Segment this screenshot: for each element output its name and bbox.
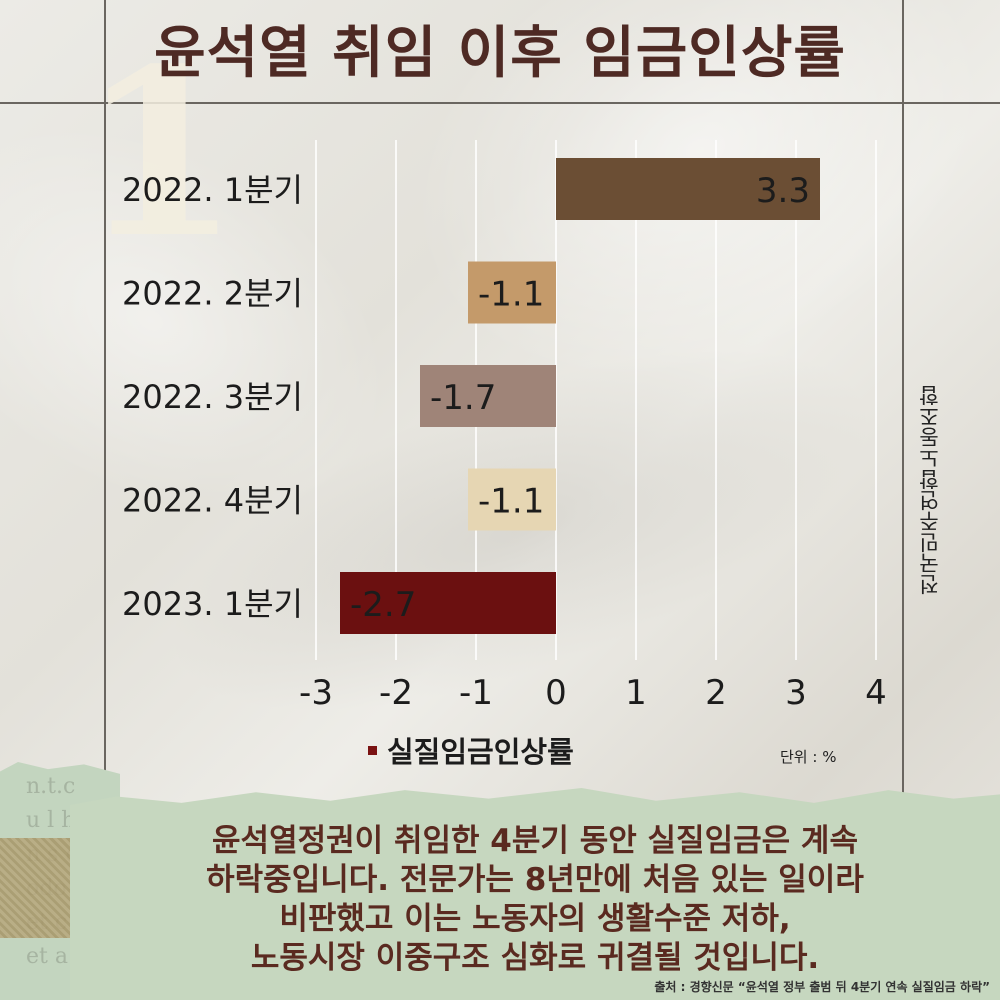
bar bbox=[340, 572, 556, 634]
paper-scrap-line: u l h bbox=[26, 808, 76, 833]
x-tick-label: -1 bbox=[459, 673, 493, 713]
note-line: 하락중입니다. 전문가는 8년만에 처음 있는 일이라 bbox=[206, 862, 864, 898]
data-label: -1.1 bbox=[478, 275, 544, 315]
x-tick-label: 4 bbox=[865, 673, 887, 713]
frame-top-line bbox=[0, 102, 1000, 104]
category-label: 2022. 2분기 bbox=[122, 275, 303, 313]
note-paper bbox=[70, 788, 1000, 1000]
x-tick-label: 3 bbox=[785, 673, 807, 713]
legend: 실질임금인상률 bbox=[368, 730, 574, 770]
bar bbox=[468, 468, 556, 531]
data-label: -1.7 bbox=[430, 378, 496, 418]
legend-swatch bbox=[368, 745, 377, 755]
x-tick-label: 1 bbox=[625, 673, 647, 713]
paper-scrap-line: et a bbox=[26, 944, 68, 969]
data-label: 3.3 bbox=[756, 171, 810, 211]
paper-scrap-line: n.t.c bbox=[26, 774, 76, 799]
footer-source: 출처 : 경향신문 “윤석열 정부 출범 뒤 4분기 연속 실질임금 하락” bbox=[654, 980, 990, 994]
category-label: 2022. 1분기 bbox=[122, 171, 303, 209]
frame-left-line bbox=[104, 0, 106, 800]
data-label: -1.1 bbox=[478, 482, 544, 522]
note-line: 윤석열정권이 취임한 4분기 동안 실질임금은 계속 bbox=[212, 823, 858, 859]
category-label: 2022. 4분기 bbox=[122, 482, 303, 520]
note-line: 노동시장 이중구조 심화로 귀결될 것입니다. bbox=[250, 940, 820, 976]
x-tick-label: 2 bbox=[705, 673, 727, 713]
burlap-texture bbox=[0, 838, 80, 938]
category-label: 2023. 1분기 bbox=[122, 585, 303, 623]
unit-label: 단위 : % bbox=[780, 748, 837, 766]
legend-label: 실질임금인상률 bbox=[387, 735, 574, 769]
category-label: 2022. 3분기 bbox=[122, 378, 303, 416]
x-tick-label: 0 bbox=[545, 673, 567, 713]
x-tick-label: -3 bbox=[299, 673, 333, 713]
note-line: 비판했고 이는 노동자의 생활수준 저하, bbox=[279, 901, 791, 937]
side-source-label: 전국민주연합노동조합 bbox=[918, 385, 942, 595]
chart-title: 윤석열 취임 이후 임금인상률 bbox=[154, 21, 846, 86]
bar bbox=[468, 261, 556, 324]
x-tick-label: -2 bbox=[379, 673, 413, 713]
bar bbox=[420, 365, 556, 427]
data-label: -2.7 bbox=[350, 585, 416, 625]
frame-right-line bbox=[902, 0, 904, 800]
bar bbox=[556, 158, 820, 220]
note-text: 윤석열정권이 취임한 4분기 동안 실질임금은 계속 하락중입니다. 전문가는 … bbox=[90, 822, 980, 978]
